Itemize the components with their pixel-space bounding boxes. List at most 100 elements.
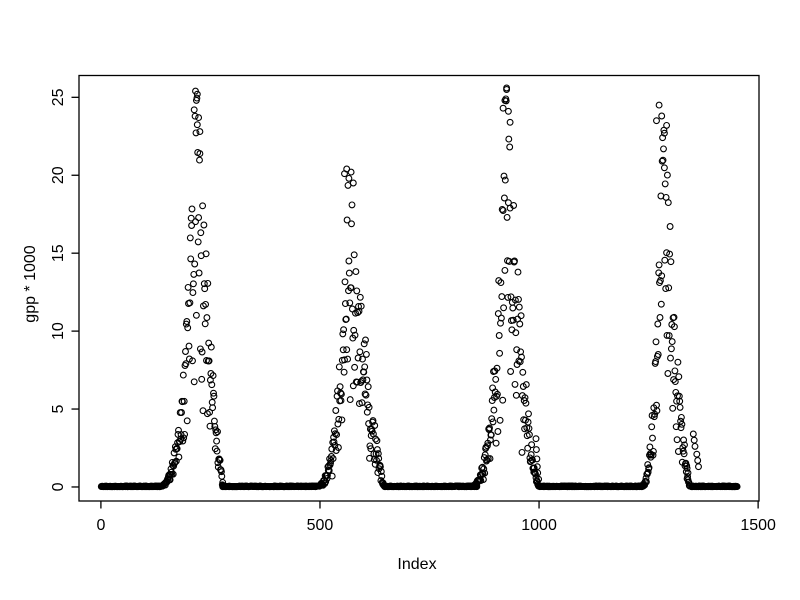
data-point [184, 283, 192, 291]
data-point [516, 320, 524, 328]
data-point [517, 312, 525, 320]
data-point [535, 482, 543, 490]
data-point [656, 277, 664, 285]
data-point [190, 378, 198, 386]
data-point [345, 174, 353, 182]
data-point [683, 464, 691, 472]
data-point [357, 302, 365, 310]
data-point [512, 329, 520, 337]
data-point [480, 465, 488, 473]
data-point [361, 363, 369, 371]
data-point [653, 407, 661, 415]
data-point [683, 462, 691, 470]
data-point [196, 150, 204, 158]
data-point [359, 376, 367, 384]
data-point [535, 475, 543, 483]
data-point [195, 214, 203, 222]
data-point [479, 476, 487, 483]
data-point [179, 437, 187, 445]
data-point [525, 431, 533, 439]
data-point [340, 368, 348, 376]
data-point [524, 418, 532, 426]
data-point [656, 314, 664, 321]
data-point [509, 304, 517, 312]
data-point [338, 416, 346, 424]
data-point [499, 396, 507, 404]
data-point [524, 444, 532, 452]
data-point [530, 464, 538, 472]
data-point [655, 101, 663, 109]
data-point [661, 180, 669, 188]
data-point [177, 435, 185, 443]
data-point [209, 372, 217, 380]
data-point [186, 299, 194, 307]
data-point [332, 407, 340, 414]
data-point [677, 413, 685, 421]
data-point [193, 121, 201, 129]
data-point [335, 363, 343, 371]
data-point [497, 319, 504, 327]
data-point [681, 441, 688, 449]
data-point [654, 320, 662, 328]
data-point [490, 406, 498, 414]
data-point [356, 293, 364, 301]
data-point [667, 345, 675, 353]
data-point [214, 428, 221, 436]
data-point [198, 375, 206, 383]
data-point [202, 300, 210, 308]
data-point [340, 326, 348, 334]
plot-box-layer [78, 74, 760, 502]
data-point [184, 324, 192, 332]
data-point [657, 300, 665, 308]
data-point [680, 436, 688, 444]
data-point [375, 455, 383, 462]
data-point [217, 468, 225, 476]
data-point [672, 388, 680, 396]
y-tick-label: 20 [50, 166, 67, 184]
data-point [642, 478, 650, 486]
data-points [97, 84, 741, 491]
data-point [361, 390, 369, 398]
data-point [200, 280, 208, 288]
data-point [196, 128, 204, 136]
data-point [352, 268, 360, 276]
data-point [362, 336, 369, 344]
data-point [486, 436, 494, 444]
data-point [665, 284, 673, 292]
data-point [691, 442, 699, 450]
data-point [189, 357, 196, 365]
data-point [330, 427, 338, 435]
data-point [219, 478, 227, 486]
data-point [201, 285, 209, 293]
data-point [515, 295, 522, 303]
data-point [482, 443, 490, 451]
data-point [207, 343, 215, 351]
data-point [190, 106, 198, 114]
y-tick-label: 15 [50, 244, 67, 262]
data-point [664, 199, 672, 207]
data-point [529, 456, 536, 464]
data-point [532, 435, 540, 443]
data-point [661, 256, 669, 264]
data-point [501, 266, 509, 274]
data-point [652, 338, 660, 346]
data-point [189, 289, 197, 297]
data-point [213, 437, 221, 445]
data-point [330, 438, 338, 446]
data-point [327, 457, 335, 465]
data-point [343, 216, 351, 224]
data-point [481, 469, 489, 477]
data-point [185, 342, 193, 350]
data-point [371, 422, 379, 429]
data-point [367, 445, 375, 453]
y-tick-label: 5 [50, 404, 67, 413]
data-point [663, 331, 671, 339]
data-point [508, 326, 516, 334]
data-point [499, 104, 507, 112]
data-point [487, 431, 495, 439]
data-point [532, 446, 540, 454]
data-point [649, 434, 656, 442]
data-point [667, 258, 675, 266]
y-axis-title: gpp * 1000 [22, 245, 39, 323]
data-point [348, 201, 356, 209]
